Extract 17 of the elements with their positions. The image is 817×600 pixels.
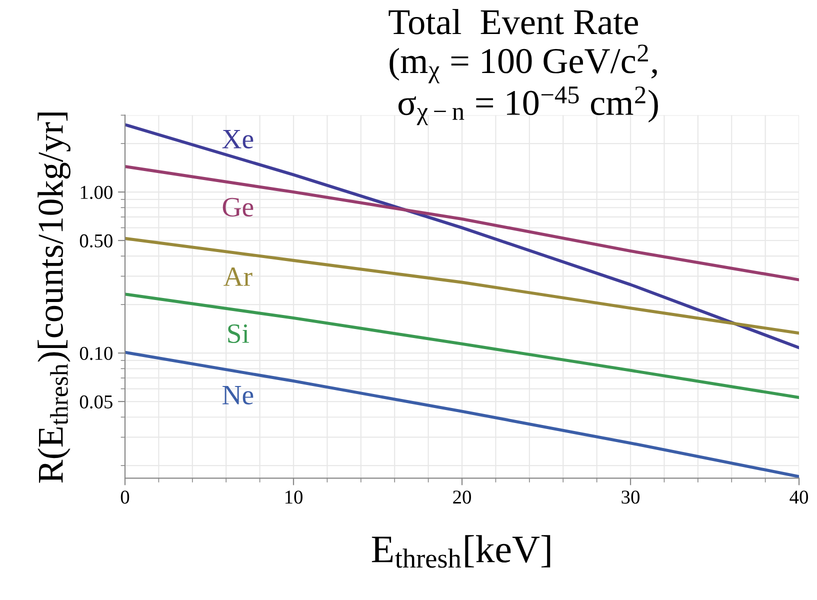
x-axis-title: E$_{thresh}$[keV] <box>372 535 550 568</box>
x-tick-label: 40 <box>790 490 808 504</box>
y-tick-label: 0.05 <box>80 395 112 409</box>
series-label: Xe <box>222 130 254 148</box>
series-label: Ge <box>222 198 254 217</box>
y-tick-label: 0.10 <box>80 346 112 360</box>
series-label: Ar <box>224 267 252 286</box>
x-tick-label: 0 <box>120 490 130 504</box>
chart-title: Total Event Rate (m$_{χ}$ = 100 GeV/c$^{2}$, σ$_{χ−n}$ = 10$^{−45}$ cm$^{2}$) <box>388 9 658 126</box>
y-tick-label: 0.50 <box>80 234 112 248</box>
y-axis-title: R(E$_{thresh}$)[counts/10kg/yr] <box>38 112 70 483</box>
x-tick-label: 10 <box>285 490 302 504</box>
x-tick-label: 30 <box>622 490 640 504</box>
series-label: Si <box>228 324 249 344</box>
series-label: Ne <box>222 386 254 404</box>
y-tick-label: 1.00 <box>80 186 112 200</box>
x-tick-label: 20 <box>453 490 471 504</box>
